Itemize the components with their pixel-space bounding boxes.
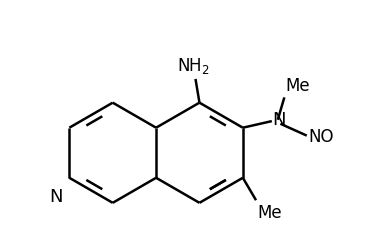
Text: NH$_2$: NH$_2$ bbox=[176, 56, 209, 76]
Text: Me: Me bbox=[286, 77, 310, 95]
Text: NO: NO bbox=[308, 128, 334, 146]
Text: Me: Me bbox=[257, 204, 282, 222]
Text: N: N bbox=[273, 111, 286, 129]
Text: N: N bbox=[49, 188, 63, 206]
